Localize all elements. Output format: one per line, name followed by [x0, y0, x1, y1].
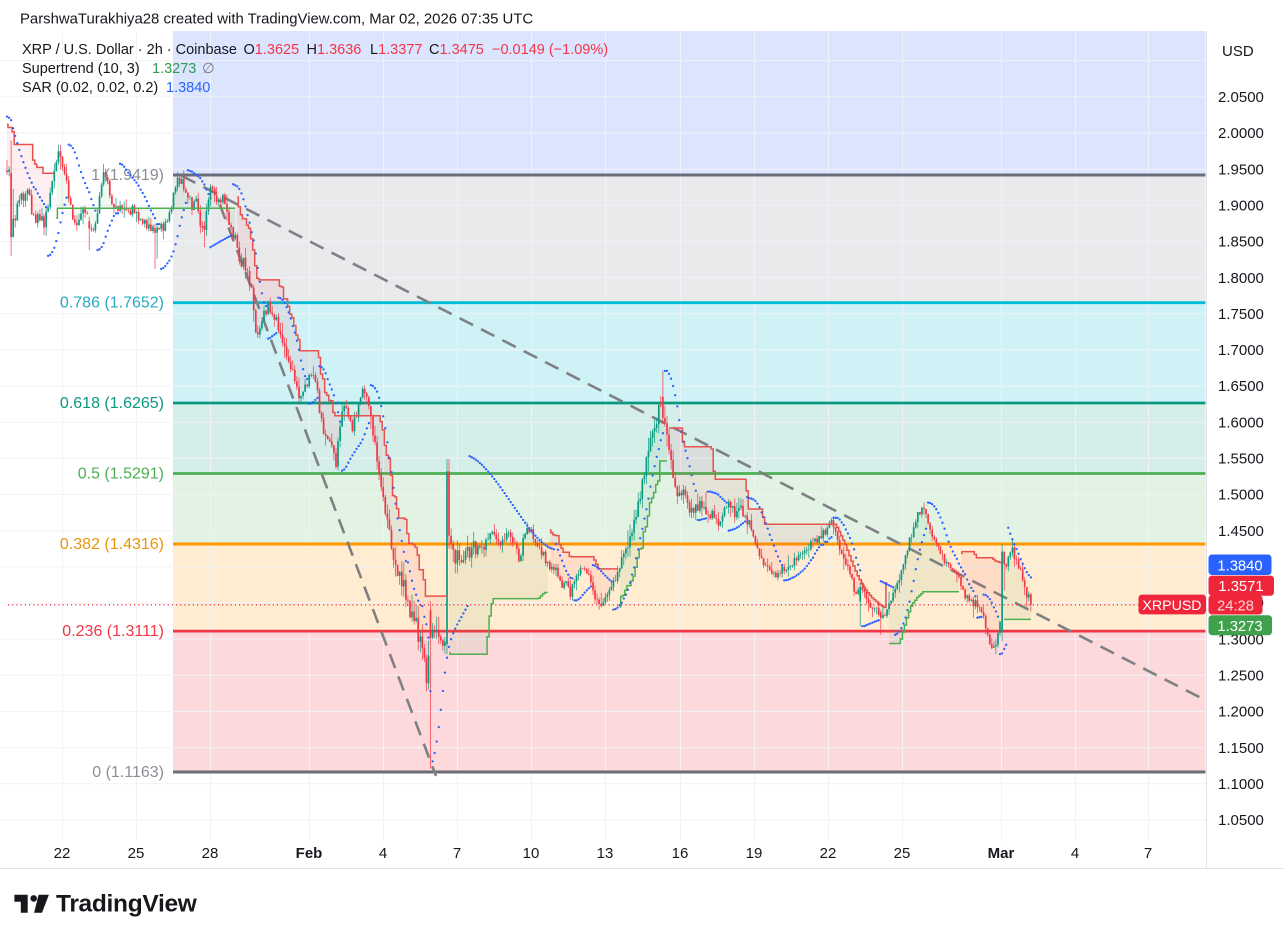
svg-text:1.9000: 1.9000	[1218, 198, 1264, 215]
svg-text:7: 7	[1144, 845, 1152, 862]
svg-text:4: 4	[1071, 845, 1079, 862]
svg-text:1.6500: 1.6500	[1218, 378, 1264, 395]
svg-text:0.382 (1.4316): 0.382 (1.4316)	[60, 536, 164, 553]
svg-text:1.8500: 1.8500	[1218, 234, 1264, 251]
svg-text:13: 13	[597, 845, 614, 862]
svg-text:28: 28	[202, 845, 219, 862]
svg-text:1.1000: 1.1000	[1218, 776, 1264, 793]
svg-text:1.2000: 1.2000	[1218, 704, 1264, 721]
svg-text:1.8000: 1.8000	[1218, 270, 1264, 287]
svg-text:XRPUSD: XRPUSD	[1142, 598, 1201, 614]
svg-text:1.0500: 1.0500	[1218, 812, 1264, 829]
svg-text:1 (1.9419): 1 (1.9419)	[91, 167, 164, 184]
svg-text:1.3273: 1.3273	[1217, 619, 1262, 635]
svg-text:4: 4	[379, 845, 387, 862]
svg-text:Feb: Feb	[296, 845, 323, 862]
svg-text:25: 25	[894, 845, 911, 862]
svg-text:Mar: Mar	[988, 845, 1015, 862]
svg-text:0.618 (1.6265): 0.618 (1.6265)	[60, 395, 164, 412]
svg-text:USD: USD	[1222, 43, 1254, 60]
svg-text:SAR (0.02, 0.02, 0.2)1.3840: SAR (0.02, 0.02, 0.2) 1.3840	[22, 80, 210, 96]
svg-text:1.3000: 1.3000	[1218, 631, 1264, 648]
svg-text:1.6000: 1.6000	[1218, 414, 1264, 431]
svg-text:24:28: 24:28	[1217, 598, 1254, 614]
svg-text:25: 25	[128, 845, 145, 862]
svg-text:0.5 (1.5291): 0.5 (1.5291)	[78, 466, 164, 483]
svg-text:19: 19	[746, 845, 763, 862]
svg-text:1.5500: 1.5500	[1218, 451, 1264, 468]
svg-text:1.1500: 1.1500	[1218, 740, 1264, 757]
svg-text:0 (1.1163): 0 (1.1163)	[92, 764, 164, 781]
svg-text:7: 7	[453, 845, 461, 862]
svg-text:Supertrend (10, 3)1.3273∅: Supertrend (10, 3) 1.3273 ∅	[22, 61, 215, 77]
svg-text:22: 22	[54, 845, 71, 862]
svg-text:1.3571: 1.3571	[1218, 579, 1263, 595]
svg-text:1.4500: 1.4500	[1218, 523, 1264, 540]
svg-text:10: 10	[523, 845, 540, 862]
svg-text:1.5000: 1.5000	[1218, 487, 1264, 504]
svg-text:XRP / U.S. Dollar · 2h · Coinb: XRP / U.S. Dollar · 2h · Coinbase O1.3625…	[22, 42, 608, 58]
svg-text:0.236 (1.3111): 0.236 (1.3111)	[62, 623, 164, 640]
svg-text:2.0000: 2.0000	[1218, 125, 1264, 142]
svg-text:1.2500: 1.2500	[1218, 668, 1264, 685]
svg-text:1.7500: 1.7500	[1218, 306, 1264, 323]
svg-text:TradingView: TradingView	[56, 891, 198, 918]
svg-text:1.9500: 1.9500	[1218, 161, 1264, 178]
svg-text:1.7000: 1.7000	[1218, 342, 1264, 359]
svg-text:0.786 (1.7652): 0.786 (1.7652)	[60, 295, 164, 312]
svg-text:22: 22	[820, 845, 837, 862]
svg-text:16: 16	[672, 845, 689, 862]
svg-text:2.0500: 2.0500	[1218, 89, 1264, 106]
svg-text:ParshwaTurakhiya28 created wit: ParshwaTurakhiya28 created with TradingV…	[20, 12, 533, 28]
svg-text:1.3840: 1.3840	[1217, 559, 1262, 575]
